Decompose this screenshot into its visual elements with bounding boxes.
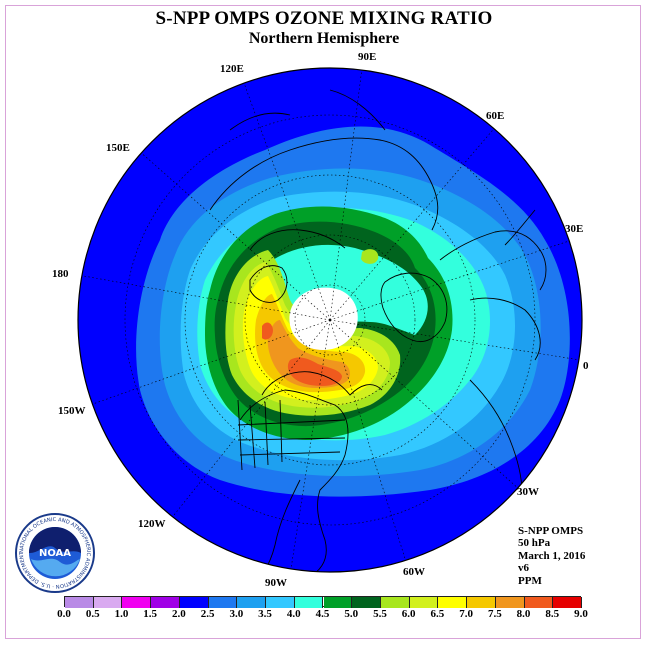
map-boundary [77, 67, 583, 573]
pressure-label: 50 hPa [518, 537, 551, 550]
colorbar-tick-label: 2.5 [200, 608, 215, 620]
lon-label-180: 180 [52, 268, 69, 280]
cyan-spot [283, 259, 303, 278]
colorbar-segment [524, 597, 554, 608]
lime-spot [361, 249, 379, 264]
version-label: v6 [518, 562, 529, 575]
colorbar-segment [151, 597, 180, 608]
colorbar-segment [553, 597, 582, 608]
colorbar-tick-label: 4.5 [315, 608, 330, 620]
ozone-field [78, 68, 582, 572]
colorbar-tick-label: 0.0 [57, 608, 71, 620]
colorbar-segment [237, 597, 267, 608]
noaa-logo: NATIONAL OCEANIC AND ATMOSPHERIC ADMINIS… [14, 512, 95, 593]
lon-label-30w: 30W [517, 486, 539, 498]
colorbar-tick-label: 5.5 [373, 608, 387, 620]
lon-label-150e: 150E [106, 142, 130, 154]
lon-label-150w: 150W [58, 405, 86, 417]
logo-text: NOAA [39, 548, 71, 559]
colorbar-segment [93, 597, 123, 608]
colorbar-tick-label: 7.5 [487, 608, 502, 620]
colorbar-segment [495, 597, 525, 608]
colorbar-tick-label: 0.5 [85, 608, 100, 620]
colorbar-tick-label: 6.0 [401, 608, 416, 620]
lon-label-90e: 90E [358, 51, 377, 63]
figure-frame [5, 5, 641, 639]
colorbar-tick-label: 5.0 [344, 608, 359, 620]
instrument-label: S-NPP OMPS [518, 525, 584, 537]
lon-label-90w: 90W [265, 577, 287, 589]
colorbar-tick-label: 3.5 [258, 608, 272, 620]
lon-label-0: 0 [583, 360, 589, 372]
contour-8.0 [287, 357, 342, 386]
colorbar-tick-label: 2.0 [172, 608, 186, 620]
colorbar-segment [467, 597, 496, 608]
coastlines [209, 89, 547, 572]
lon-label-60e: 60E [486, 110, 505, 122]
figure-title: S-NPP OMPS OZONE MIXING RATIO [155, 8, 493, 29]
colorbar [64, 596, 582, 608]
colorbar-segment [179, 597, 209, 608]
date-label: March 1, 2016 [518, 549, 586, 562]
colorbar-segment [294, 597, 324, 608]
colorbar-segment [380, 597, 410, 608]
lon-label-60w: 60W [403, 566, 425, 578]
units-label: PPM [518, 574, 542, 587]
colorbar-tick-label: 1.0 [114, 608, 129, 620]
colorbar-tick-label: 4.0 [286, 608, 301, 620]
colorbar-tick-label: 9.0 [574, 608, 588, 620]
colorbar-tick-label: 1.5 [143, 608, 158, 620]
colorbar-segment [438, 597, 468, 608]
colorbar-segment [65, 597, 94, 608]
lon-label-120e: 120E [220, 63, 244, 75]
graticule [78, 68, 581, 572]
lon-label-30e: 30E [565, 223, 584, 235]
polar-no-data [289, 287, 358, 350]
colorbar-segment [409, 597, 439, 608]
colorbar-segment [208, 597, 238, 608]
figure-subtitle: Northern Hemisphere [248, 30, 400, 47]
colorbar-tick-label: 6.5 [430, 608, 445, 620]
colorbar-segment [323, 597, 353, 608]
colorbar-tick-label: 8.0 [516, 608, 531, 620]
info-block: S-NPP OMPS 50 hPa March 1, 2016 v6 PPM [518, 525, 585, 587]
colorbar-tick-label: 3.0 [229, 608, 244, 620]
colorbar-segment [122, 597, 152, 608]
lon-label-120w: 120W [138, 518, 166, 530]
colorbar-segment [266, 597, 295, 608]
colorbar-segment [352, 597, 381, 608]
colorbar-tick-label: 7.0 [459, 608, 473, 620]
colorbar-tick-label: 8.5 [545, 608, 560, 620]
contour-8.0-b [262, 322, 273, 340]
